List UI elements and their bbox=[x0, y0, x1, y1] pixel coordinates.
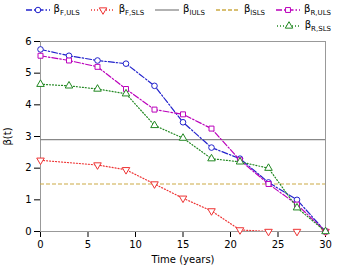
svg-text:2: 2 bbox=[25, 162, 31, 173]
svg-text:6: 6 bbox=[25, 36, 31, 47]
html-text:βlSLS: βlSLS bbox=[243, 3, 265, 17]
svg-text:10: 10 bbox=[129, 239, 142, 250]
svg-text:5: 5 bbox=[85, 239, 91, 250]
svg-text:30: 30 bbox=[319, 239, 332, 250]
html-text:βlULS: βlULS bbox=[183, 3, 205, 17]
svg-text:0: 0 bbox=[37, 239, 43, 250]
html-text:βR,ULS: βR,ULS bbox=[304, 3, 331, 17]
svg-text:β(t): β(t) bbox=[2, 127, 13, 145]
html-text:βR,SLS: βR,SLS bbox=[304, 19, 331, 33]
svg-text:Time (years): Time (years) bbox=[151, 254, 215, 265]
svg-text:20: 20 bbox=[224, 239, 237, 250]
svg-text:4: 4 bbox=[25, 99, 31, 110]
svg-text:3: 3 bbox=[25, 131, 31, 142]
html-text:βF,ULS: βF,ULS bbox=[53, 3, 80, 17]
html-text:βF,SLS: βF,SLS bbox=[118, 3, 145, 17]
svg-text:15: 15 bbox=[177, 239, 190, 250]
svg-text:5: 5 bbox=[25, 67, 31, 78]
svg-text:0: 0 bbox=[25, 226, 31, 237]
svg-text:1: 1 bbox=[25, 194, 31, 205]
svg-text:25: 25 bbox=[272, 239, 285, 250]
